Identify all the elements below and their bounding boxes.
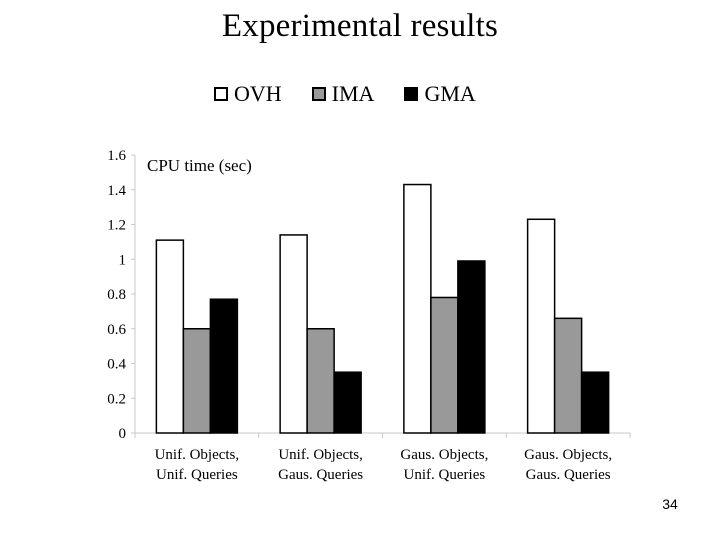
y-tick-label: 0.8 [107,287,126,303]
y-tick-label: 1.4 [107,183,126,199]
y-axis-label: CPU time (sec) [147,156,252,175]
y-tick-label: 1 [119,252,127,268]
bar-ima [306,328,335,434]
x-tick-label: Gaus. Queries [278,467,363,483]
bar-gma [333,371,362,434]
y-tick-label: 0.6 [107,322,126,338]
x-tick-label: Unif. Queries [404,467,486,483]
legend-item-ima: IMA [311,81,375,107]
bar-ima [430,296,459,434]
y-tick-label: 1.2 [107,218,126,234]
x-tick-label: Unif. Objects, [155,447,240,463]
legend-label-ovh: OVH [234,81,282,106]
legend-swatch-ima [311,87,326,101]
legend-label-gma: GMA [424,81,476,106]
bar-ovh [279,234,308,434]
bar-ovh [403,183,432,434]
y-tick-label: 0 [119,426,127,442]
slide-title: Experimental results [221,8,499,44]
legend-item-gma: GMA [404,81,476,107]
bar-ima [553,317,583,434]
y-tick-label: 1.6 [107,148,126,164]
x-tick-label: Gaus. Objects, [524,447,612,463]
bar-ovh [526,218,556,434]
bar-gma [209,298,239,434]
page-number: 34 [662,496,678,512]
x-tick-label: Gaus. Objects, [400,447,488,463]
legend-item-ovh: OVH [214,81,282,107]
legend-swatch-ovh [214,87,228,101]
bar-ovh [155,239,185,434]
x-tick-label: Gaus. Queries [526,467,611,483]
bar-gma [580,371,610,434]
legend-label-ima: IMA [331,81,375,106]
chart-legend: OVH IMA GMA [214,80,476,108]
bar-gma [457,260,486,434]
legend-swatch-gma [404,87,419,101]
bar-ima [182,328,212,434]
x-tick-label: Unif. Queries [156,467,238,483]
x-tick-label: Unif. Objects, [278,447,363,463]
y-tick-label: 0.4 [107,357,126,373]
y-tick-label: 0.2 [107,391,126,407]
